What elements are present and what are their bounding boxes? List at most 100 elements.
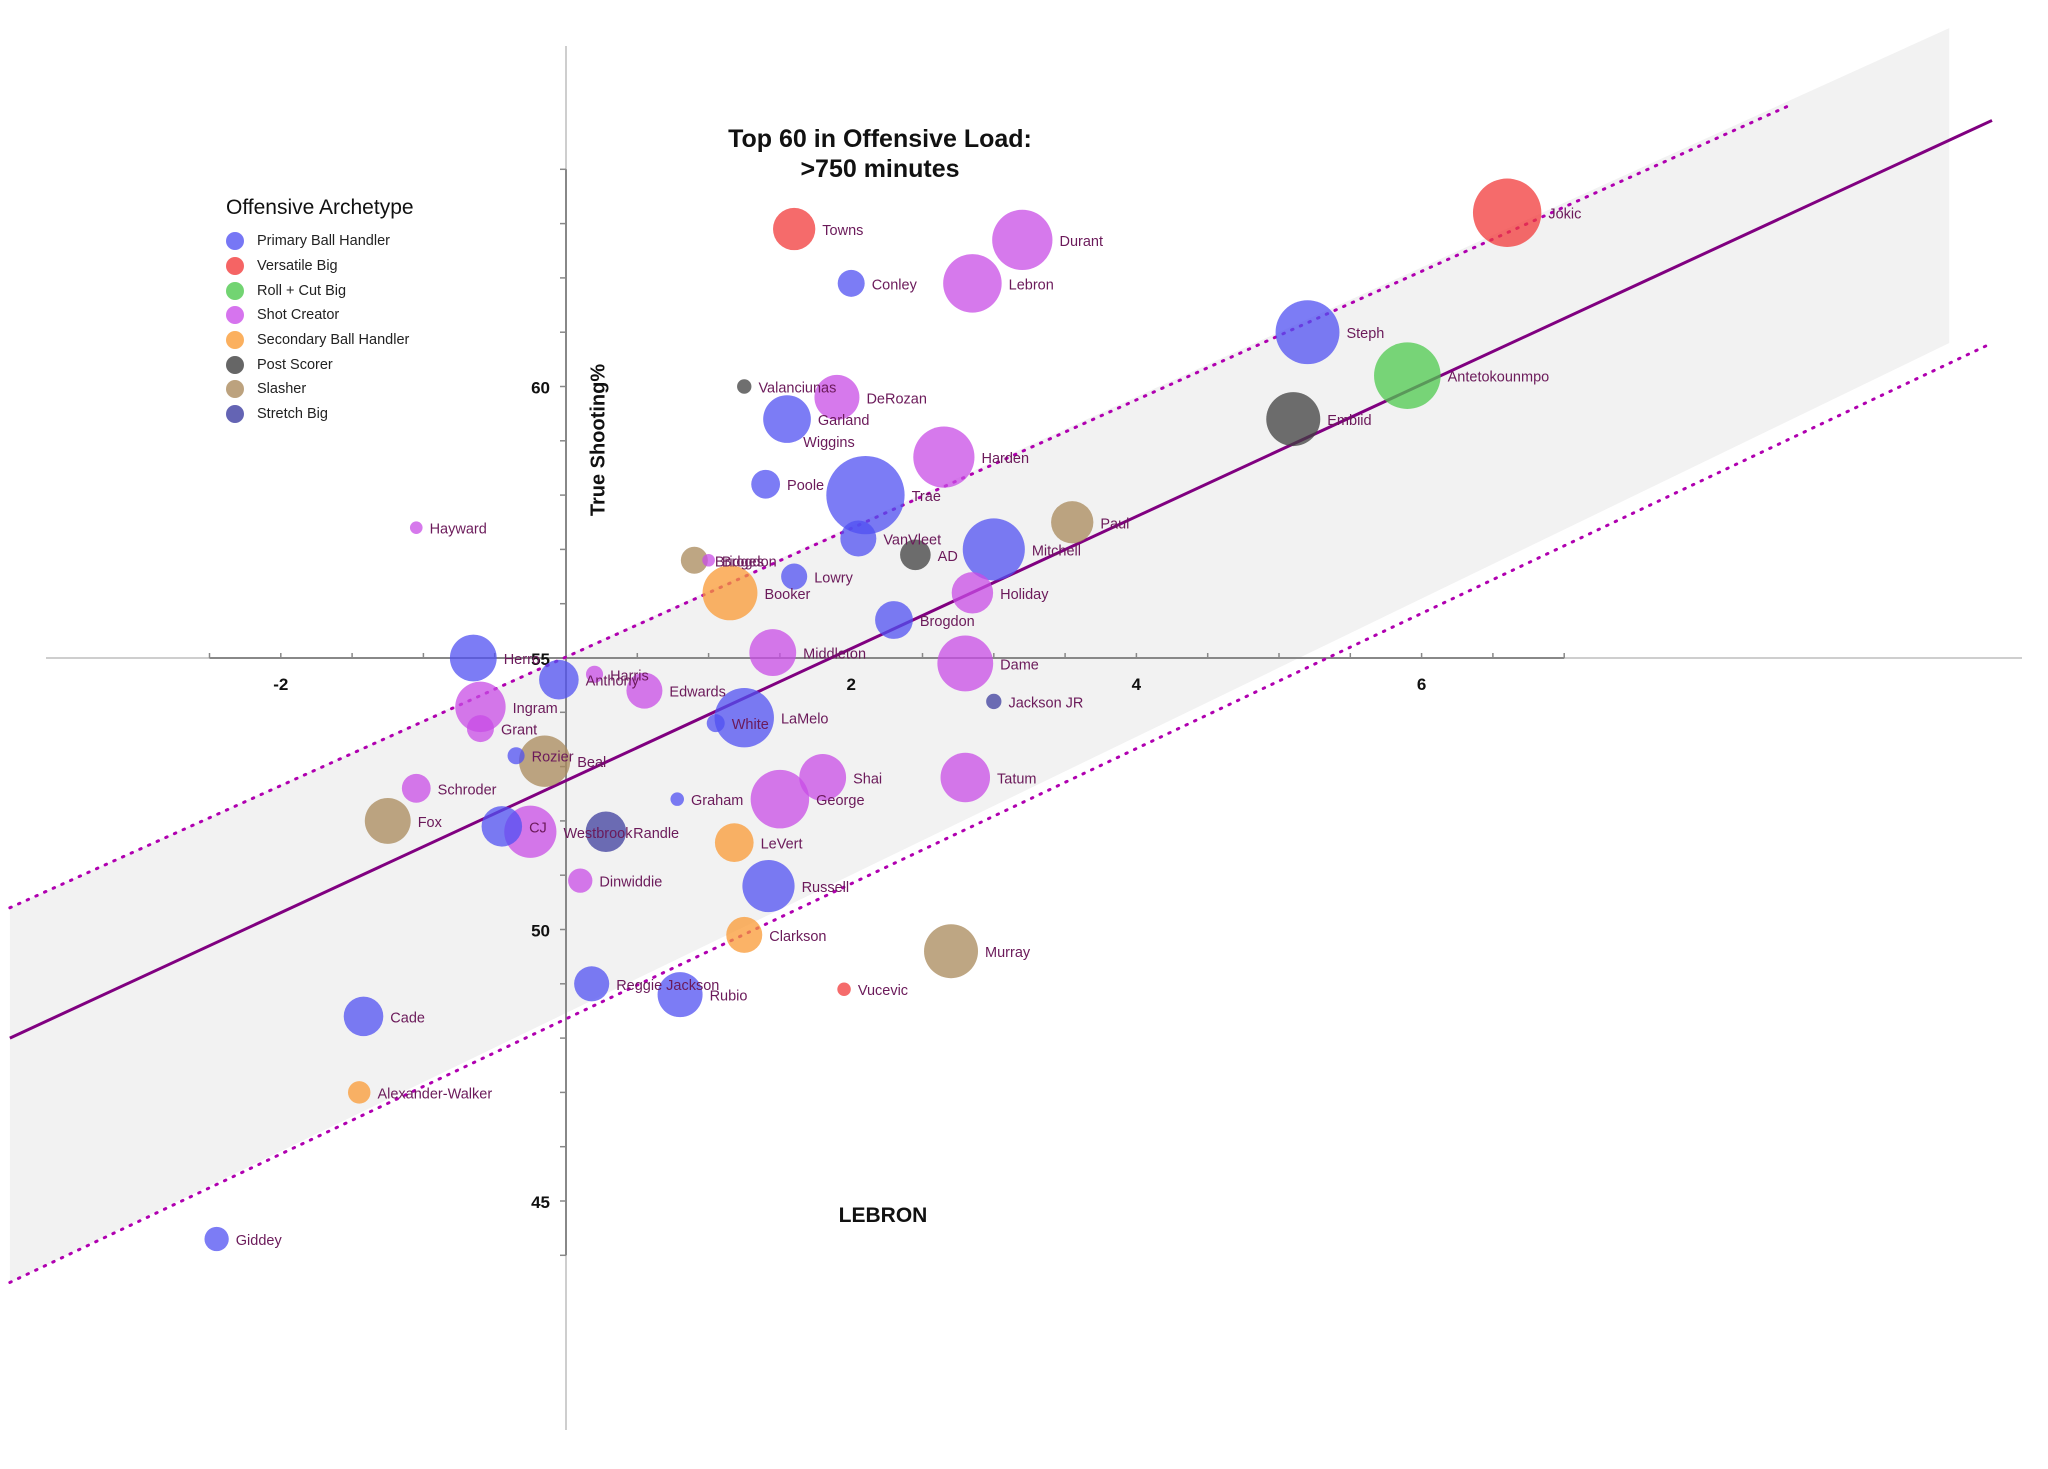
data-point bbox=[763, 395, 811, 443]
point-label: Vucevic bbox=[858, 983, 908, 999]
legend-swatch bbox=[226, 306, 244, 325]
data-point bbox=[1374, 342, 1441, 409]
point-label: Anthony bbox=[586, 674, 640, 690]
point-label: Paul bbox=[1100, 516, 1129, 532]
data-point bbox=[680, 546, 708, 574]
data-point bbox=[840, 520, 877, 557]
point-label: Tatum bbox=[997, 771, 1037, 787]
data-point bbox=[518, 735, 571, 787]
data-point bbox=[343, 996, 384, 1037]
data-point bbox=[702, 565, 758, 621]
point-label: Steph bbox=[1346, 326, 1384, 342]
legend-item: Primary Ball Handler bbox=[226, 229, 414, 254]
data-point bbox=[924, 924, 979, 979]
point-label: Alexander-Walker bbox=[377, 1086, 492, 1102]
legend-item: Versatile Big bbox=[226, 254, 414, 279]
data-point bbox=[837, 982, 851, 996]
point-label: Shai bbox=[853, 771, 882, 787]
point-label: George bbox=[816, 793, 864, 809]
data-point bbox=[814, 374, 860, 420]
data-point bbox=[900, 539, 931, 571]
data-point bbox=[875, 601, 913, 639]
data-point bbox=[750, 769, 810, 829]
data-point bbox=[940, 752, 991, 803]
data-point bbox=[670, 792, 684, 806]
legend-swatch bbox=[226, 355, 244, 374]
point-label: Dame bbox=[1000, 657, 1039, 673]
data-point bbox=[992, 209, 1053, 271]
point-label: Randle bbox=[633, 826, 679, 842]
data-point bbox=[913, 426, 975, 488]
legend-label: Post Scorer bbox=[257, 356, 333, 373]
point-label: Embiid bbox=[1327, 413, 1371, 429]
point-label: Hayward bbox=[430, 522, 487, 538]
point-label: White bbox=[732, 717, 769, 733]
point-label: Wiggins bbox=[803, 435, 855, 451]
point-label: Cade bbox=[390, 1010, 425, 1026]
x-axis-label: LEBRON bbox=[838, 1204, 928, 1227]
legend-swatch bbox=[226, 257, 244, 276]
legend-label: Primary Ball Handler bbox=[257, 233, 390, 250]
point-label: Conley bbox=[872, 277, 918, 293]
point-labels-layer: Jokic Towns Durant Conley Lebron Steph Antetok… bbox=[236, 207, 1582, 1249]
data-point bbox=[714, 688, 774, 748]
data-point bbox=[962, 518, 1025, 581]
x-tick-label: 2 bbox=[846, 675, 855, 694]
y-tick-label: 45 bbox=[531, 1193, 550, 1212]
chart-title-line2: >750 minutes bbox=[800, 155, 960, 183]
point-label: Jackson JR bbox=[1008, 695, 1083, 711]
points-layer bbox=[204, 178, 1542, 1252]
point-label: Garland bbox=[818, 413, 870, 429]
point-label: Ingram bbox=[513, 701, 558, 717]
data-point bbox=[466, 715, 494, 743]
data-point bbox=[826, 455, 905, 535]
legend-swatch bbox=[226, 232, 244, 251]
data-point bbox=[409, 521, 423, 534]
data-point bbox=[507, 747, 525, 765]
y-tick-label: 60 bbox=[531, 379, 550, 398]
point-label: LaMelo bbox=[781, 712, 829, 728]
point-label: CJ bbox=[529, 820, 547, 836]
point-label: Dinwiddie bbox=[599, 875, 662, 891]
legend-item: Roll + Cut Big bbox=[226, 278, 414, 303]
point-label: Holiday bbox=[1000, 587, 1049, 603]
legend-label: Shot Creator bbox=[257, 307, 340, 324]
data-point bbox=[585, 811, 627, 853]
data-point bbox=[1266, 392, 1321, 447]
data-point bbox=[726, 916, 763, 953]
point-label: Harris bbox=[610, 668, 649, 684]
x-tick-label: -2 bbox=[273, 675, 288, 694]
legend-label: Secondary Ball Handler bbox=[257, 332, 410, 349]
point-label: Trae bbox=[912, 489, 941, 505]
data-point bbox=[1275, 300, 1340, 365]
y-tick-label: 55 bbox=[531, 650, 550, 669]
data-point bbox=[347, 1081, 371, 1104]
legend-item: Stretch Big bbox=[226, 402, 414, 427]
data-point bbox=[539, 659, 579, 700]
point-label: Booker bbox=[764, 587, 810, 603]
data-point bbox=[799, 754, 847, 801]
data-point bbox=[951, 572, 994, 614]
data-point bbox=[749, 629, 797, 676]
data-point bbox=[204, 1226, 229, 1252]
point-label: Harden bbox=[981, 451, 1029, 467]
x-tick-label: 6 bbox=[1417, 675, 1426, 694]
point-label: DeRozan bbox=[866, 391, 926, 407]
data-point bbox=[568, 868, 593, 893]
data-point bbox=[986, 693, 1002, 710]
data-point bbox=[737, 379, 752, 394]
legend-swatch bbox=[226, 405, 244, 424]
point-label: Reggie Jackson bbox=[616, 978, 719, 994]
legend-title: Offensive Archetype bbox=[226, 196, 414, 219]
legend: Offensive Archetype Primary Ball Handler… bbox=[226, 196, 414, 427]
chart-title-line1: Top 60 in Offensive Load: bbox=[728, 125, 1032, 153]
point-label: Poole bbox=[787, 478, 824, 494]
data-point bbox=[455, 681, 506, 733]
point-label: Jokic bbox=[1548, 207, 1581, 223]
point-label: Bridges bbox=[715, 554, 764, 570]
point-label: Herro bbox=[504, 652, 540, 668]
point-label: Clarkson bbox=[769, 929, 826, 945]
point-label: Grant bbox=[501, 723, 537, 739]
data-point bbox=[773, 207, 816, 251]
